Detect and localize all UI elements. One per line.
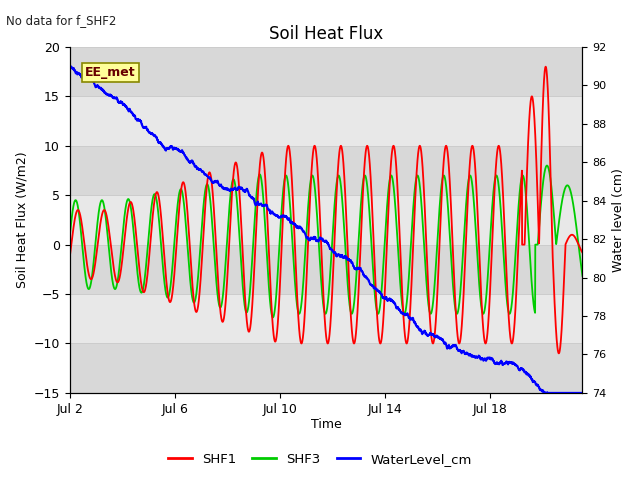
Bar [70, 344, 582, 393]
Bar [70, 294, 582, 344]
Y-axis label: Soil Heat Flux (W/m2): Soil Heat Flux (W/m2) [15, 152, 28, 288]
X-axis label: Time: Time [310, 419, 341, 432]
Bar [70, 245, 582, 294]
Bar [70, 195, 582, 245]
Bar [70, 146, 582, 195]
Bar [70, 47, 582, 96]
Bar [70, 96, 582, 146]
Y-axis label: Water level (cm): Water level (cm) [612, 168, 625, 272]
Text: No data for f_SHF2: No data for f_SHF2 [6, 14, 116, 27]
Legend: SHF1, SHF3, WaterLevel_cm: SHF1, SHF3, WaterLevel_cm [163, 447, 477, 471]
Text: EE_met: EE_met [85, 66, 136, 79]
Title: Soil Heat Flux: Soil Heat Flux [269, 24, 383, 43]
